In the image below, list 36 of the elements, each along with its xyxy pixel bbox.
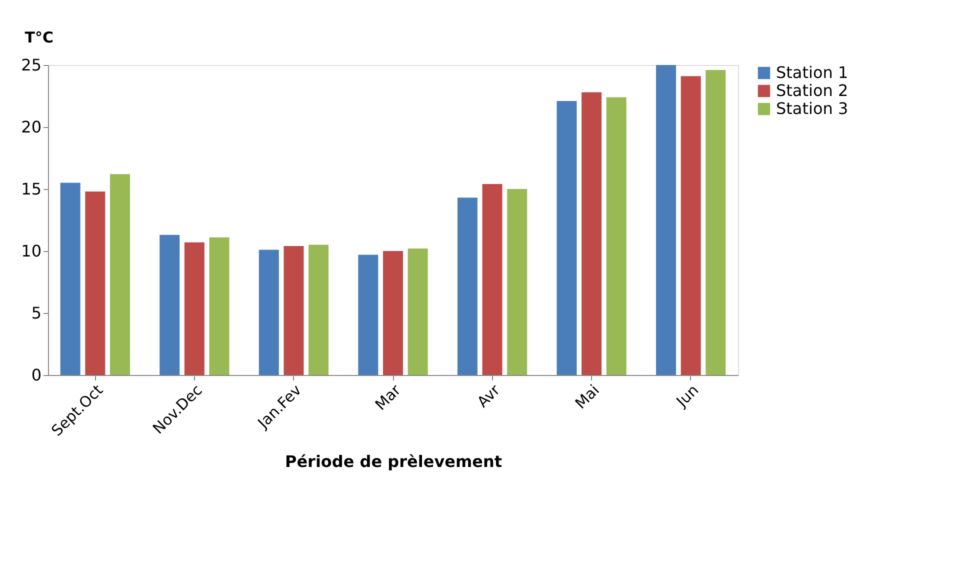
- bar: [383, 251, 403, 375]
- bar: [110, 174, 130, 375]
- x-tick-label: Avr: [474, 380, 504, 412]
- legend-label: Station 1: [776, 63, 848, 82]
- x-tick-label: Mai: [572, 381, 603, 412]
- bar: [457, 198, 478, 375]
- bar: [680, 76, 701, 375]
- y-tick-label: 5: [31, 304, 42, 322]
- bar: [184, 242, 204, 375]
- bar: [582, 92, 602, 375]
- bar: [284, 246, 304, 375]
- bar: [60, 182, 80, 375]
- legend-label: Station 3: [776, 99, 848, 118]
- bar: [556, 100, 577, 375]
- bar: [706, 70, 726, 375]
- bar: [482, 184, 502, 375]
- bar: [308, 244, 329, 375]
- x-tick-label: Mar: [372, 380, 405, 414]
- y-tick-label: 20: [21, 118, 42, 136]
- y-tick-label: 15: [21, 180, 42, 198]
- x-tick-label: Jun: [672, 381, 702, 412]
- y-axis-title: T°C: [24, 28, 54, 46]
- bar: [209, 237, 230, 375]
- bar: [408, 248, 428, 375]
- y-tick-label: 25: [21, 56, 42, 74]
- bar: [258, 250, 279, 375]
- y-tick-label: 10: [21, 242, 42, 260]
- bar: [358, 254, 378, 375]
- legend-label: Station 2: [776, 81, 848, 100]
- bar: [85, 191, 106, 375]
- x-axis-title: Période de prèlevement: [284, 452, 502, 471]
- bar: [656, 65, 676, 375]
- bar: [507, 189, 528, 375]
- bar: [160, 234, 180, 375]
- y-tick-label: 0: [31, 366, 42, 384]
- bar: [606, 97, 626, 375]
